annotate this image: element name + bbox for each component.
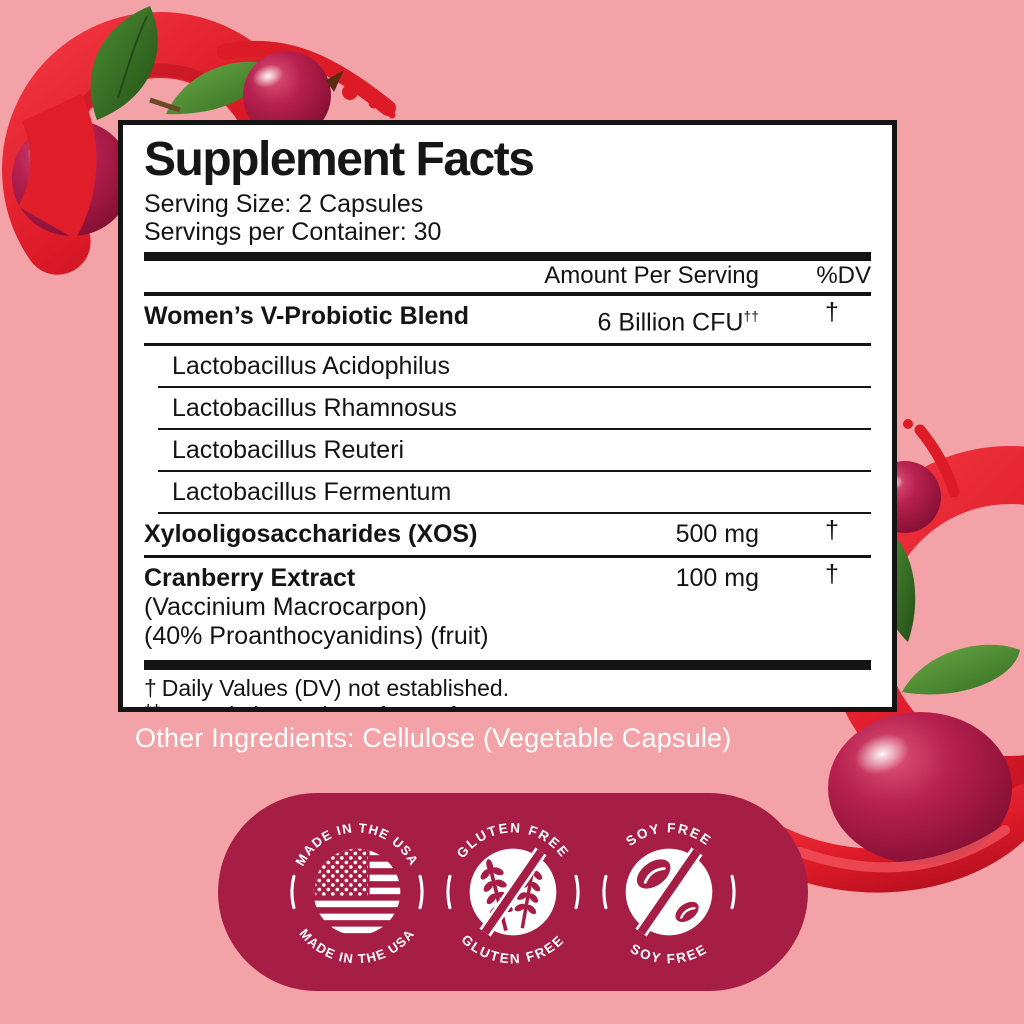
ingredient-dv: † [825, 516, 839, 545]
serving-size: Serving Size: 2 Capsules [144, 190, 424, 218]
divider-thick-top [144, 252, 871, 261]
servings-per-container: Servings per Container: 30 [144, 218, 442, 246]
table-row-probiotic-blend: Women’s V-Probiotic Blend 6 Billion CFU†… [144, 296, 871, 347]
made-in-usa-badge: MADE IN THE USA MADE IN THE USA [290, 820, 424, 966]
other-ingredients-text: Other Ingredients: Cellulose (Vegetable … [135, 723, 732, 753]
table-row-cranberry-extract: Cranberry Extract (Vaccinium Macrocarpon… [144, 558, 871, 657]
leaf-top-left-vein [117, 15, 148, 99]
footnote-marker: † [144, 675, 157, 702]
ingredient-detail: (40% Proanthocyanidins) (fruit) [144, 622, 489, 651]
leaf-right-horizontal-icon [902, 644, 1020, 695]
ingredient-name: Xylooligosaccharides (XOS) [144, 520, 478, 549]
twig [149, 97, 181, 113]
badge-bottom-text: GLUTEN FREE [458, 932, 567, 966]
ingredient-amount: 6 Billion CFU†† [598, 301, 759, 337]
panel-title: Supplement Facts [144, 133, 535, 186]
ingredient-name-block: Cranberry Extract (Vaccinium Macrocarpon… [144, 563, 676, 651]
table-row-sub-ingredient: Lactobacillus Reuteri [158, 430, 871, 473]
footnotes: †Daily Values (DV) not established. ††Fo… [144, 675, 871, 712]
badge-left-dash [446, 874, 452, 910]
badge-right-dash [418, 874, 424, 910]
badge-bottom-text: SOY FREE [628, 941, 710, 966]
ingredient-amount: 100 mg [675, 564, 759, 593]
supplement-facts-panel: Supplement Facts Serving Size: 2 Capsule… [118, 120, 897, 712]
gluten-free-badge: GLUTEN FREE GLUTEN FREE [446, 820, 580, 966]
badge-top-text: SOY FREE [623, 820, 714, 849]
amount-footnote-mark: †† [743, 308, 759, 324]
cranberry-top [243, 51, 344, 139]
wheat-crossed-icon [469, 847, 557, 937]
table-row-sub-ingredient: Lactobacillus Rhamnosus [158, 388, 871, 431]
badge-right-dash [574, 874, 580, 910]
table-header-row: Amount Per Serving %DV [144, 261, 871, 296]
footnote-marker: †† [144, 701, 161, 712]
table-row-xos: Xylooligosaccharides (XOS) 500 mg † [144, 514, 871, 559]
footnote-text: Formulation at time of manufacture [163, 702, 520, 707]
ingredient-name: Cranberry Extract [144, 564, 356, 593]
ingredient-dv: † [825, 560, 839, 589]
ingredient-name: Women’s V-Probiotic Blend [144, 302, 470, 330]
leaf-top-right-icon [166, 61, 266, 115]
ingredient-amount: 500 mg [675, 520, 759, 549]
divider-thick-bottom [144, 660, 871, 671]
badge-left-dash [602, 874, 608, 910]
table-row-sub-ingredient: Lactobacillus Acidophilus [158, 346, 871, 389]
column-header-amount: Amount Per Serving [544, 262, 759, 289]
table-row-sub-ingredient: Lactobacillus Fermentum [158, 472, 871, 515]
badges-pill: MADE IN THE USA MADE IN THE USA [218, 793, 808, 991]
juice-swirl-left-front [17, 93, 97, 240]
leaf-top-left-icon [90, 6, 158, 120]
soybean-crossed-icon [625, 847, 713, 937]
badge-right-dash [730, 874, 736, 910]
soy-free-badge: SOY FREE SOY FREE [602, 820, 736, 966]
badge-left-dash [290, 874, 296, 910]
ingredient-dv: † [825, 298, 839, 326]
amount-value: 6 Billion CFU [597, 308, 744, 337]
footnote-text: Daily Values (DV) not established. [161, 675, 510, 702]
ingredient-detail: (Vaccinium Macrocarpon) [144, 593, 427, 622]
us-flag-icon [313, 848, 401, 934]
column-header-dv: %DV [816, 262, 871, 289]
footnote-daily-values: † Daily Values (DV) not established. [144, 675, 871, 702]
footnote-formulation: ††Formulation at time of manufacture [144, 701, 871, 712]
cranberry-bottom-right [795, 712, 1012, 873]
